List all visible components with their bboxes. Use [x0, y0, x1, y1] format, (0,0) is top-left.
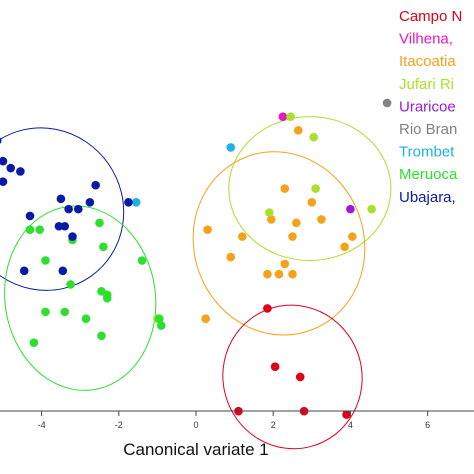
point-meruoca: [29, 338, 39, 348]
point-campo-n: [342, 410, 351, 419]
point-itacoatia: [274, 269, 284, 279]
point-itacoatia: [292, 218, 301, 228]
point-ubajara: [64, 204, 73, 214]
point-meruoca: [102, 290, 112, 300]
legend-entry-jufari-ri: Jufari Ri: [399, 76, 454, 93]
ellipse-ubajara: [0, 127, 125, 291]
point-itacoatia: [238, 232, 247, 241]
point-ubajara: [60, 221, 70, 231]
x-tick-label: 6: [425, 420, 430, 430]
point-ubajara: [0, 156, 8, 166]
point-itacoatia: [340, 242, 349, 252]
point-ubajara: [0, 137, 2, 144]
point-ubajara: [85, 197, 95, 207]
x-tick-label: 2: [271, 420, 276, 430]
point-ubajara: [58, 266, 68, 276]
point-rio-bran: [382, 98, 392, 108]
point-itacoatia: [293, 126, 303, 135]
point-ubajara: [19, 266, 29, 276]
point-meruoca: [97, 331, 106, 341]
point-itacoatia: [201, 314, 210, 324]
point-meruoca: [35, 225, 44, 234]
legend-entry-itacoatia: Itacoatia: [399, 53, 456, 70]
legend: Campo N Vilhena, Itacoatia Jufari Ri Urarico…: [399, 8, 462, 206]
legend-entry-ubajara: Ubajara,: [399, 189, 456, 206]
point-vilhena: [278, 112, 288, 121]
point-jufari-ri: [286, 112, 295, 121]
point-meruoca: [41, 307, 50, 317]
point-uraricoe: [346, 204, 355, 214]
point-meruoca: [81, 314, 91, 324]
point-meruoca: [155, 314, 164, 324]
point-ubajara: [25, 211, 35, 221]
x-axis-ticks: -4 -2 0 2 4 6: [38, 411, 430, 430]
x-tick-label: 0: [193, 420, 198, 430]
point-itacoatia: [203, 225, 212, 234]
ellipse-campo-n: [222, 304, 363, 450]
point-campo-n: [263, 304, 272, 313]
legend-entry-vilhena: Vilhena,: [399, 31, 453, 48]
point-meruoca: [60, 307, 70, 317]
point-ubajara: [91, 180, 100, 190]
point-campo-n: [295, 372, 305, 382]
legend-entry-rio-bran: Rio Bran: [399, 121, 457, 138]
x-tick-label: 4: [348, 420, 353, 430]
point-ubajara: [68, 232, 77, 241]
point-ubajara: [6, 163, 16, 173]
point-itacoatia: [288, 232, 297, 241]
point-meruoca: [41, 256, 50, 265]
x-tick-label: -2: [115, 420, 123, 430]
point-ubajara: [56, 194, 66, 204]
ellipse-itacoatia: [192, 151, 366, 336]
point-jufari-ri: [311, 184, 320, 193]
point-ubajara: [73, 204, 83, 214]
point-campo-n: [270, 362, 280, 371]
point-meruoca: [66, 280, 75, 289]
point-itacoatia: [348, 232, 357, 241]
ellipse-meruoca: [4, 205, 157, 391]
point-itacoatia: [226, 252, 236, 262]
point-ubajara: [124, 197, 133, 207]
point-jufari-ri: [367, 204, 376, 214]
point-ubajara: [16, 167, 25, 176]
legend-entry-trombet: Trombet: [399, 144, 455, 161]
legend-entry-meruoca: Meruoca: [399, 166, 458, 183]
x-axis-title: Canonical variate 1: [123, 440, 269, 459]
point-itacoatia: [307, 197, 317, 207]
point-itacoatia: [288, 269, 297, 279]
confidence-ellipses: [0, 116, 392, 450]
point-meruoca: [156, 321, 166, 330]
point-jufari-ri: [265, 208, 274, 217]
point-meruoca: [99, 242, 108, 252]
point-itacoatia: [280, 184, 290, 193]
point-itacoatia: [280, 259, 290, 269]
x-tick-label: -4: [38, 420, 46, 430]
point-trombet: [131, 197, 141, 207]
point-itacoatia: [317, 215, 326, 224]
point-jufari-ri: [309, 132, 319, 142]
point-itacoatia: [266, 215, 276, 224]
point-meruoca: [137, 256, 147, 265]
point-meruoca: [95, 218, 104, 228]
point-itacoatia: [263, 269, 272, 279]
legend-entry-uraricoe: Uraricoe: [399, 98, 456, 115]
data-points: [0, 98, 392, 419]
point-ubajara: [0, 177, 8, 187]
legend-entry-campo-n: Campo N: [399, 8, 462, 25]
point-meruoca: [25, 225, 35, 234]
point-trombet: [226, 143, 236, 152]
ellipse-jufari-ri: [228, 116, 392, 261]
